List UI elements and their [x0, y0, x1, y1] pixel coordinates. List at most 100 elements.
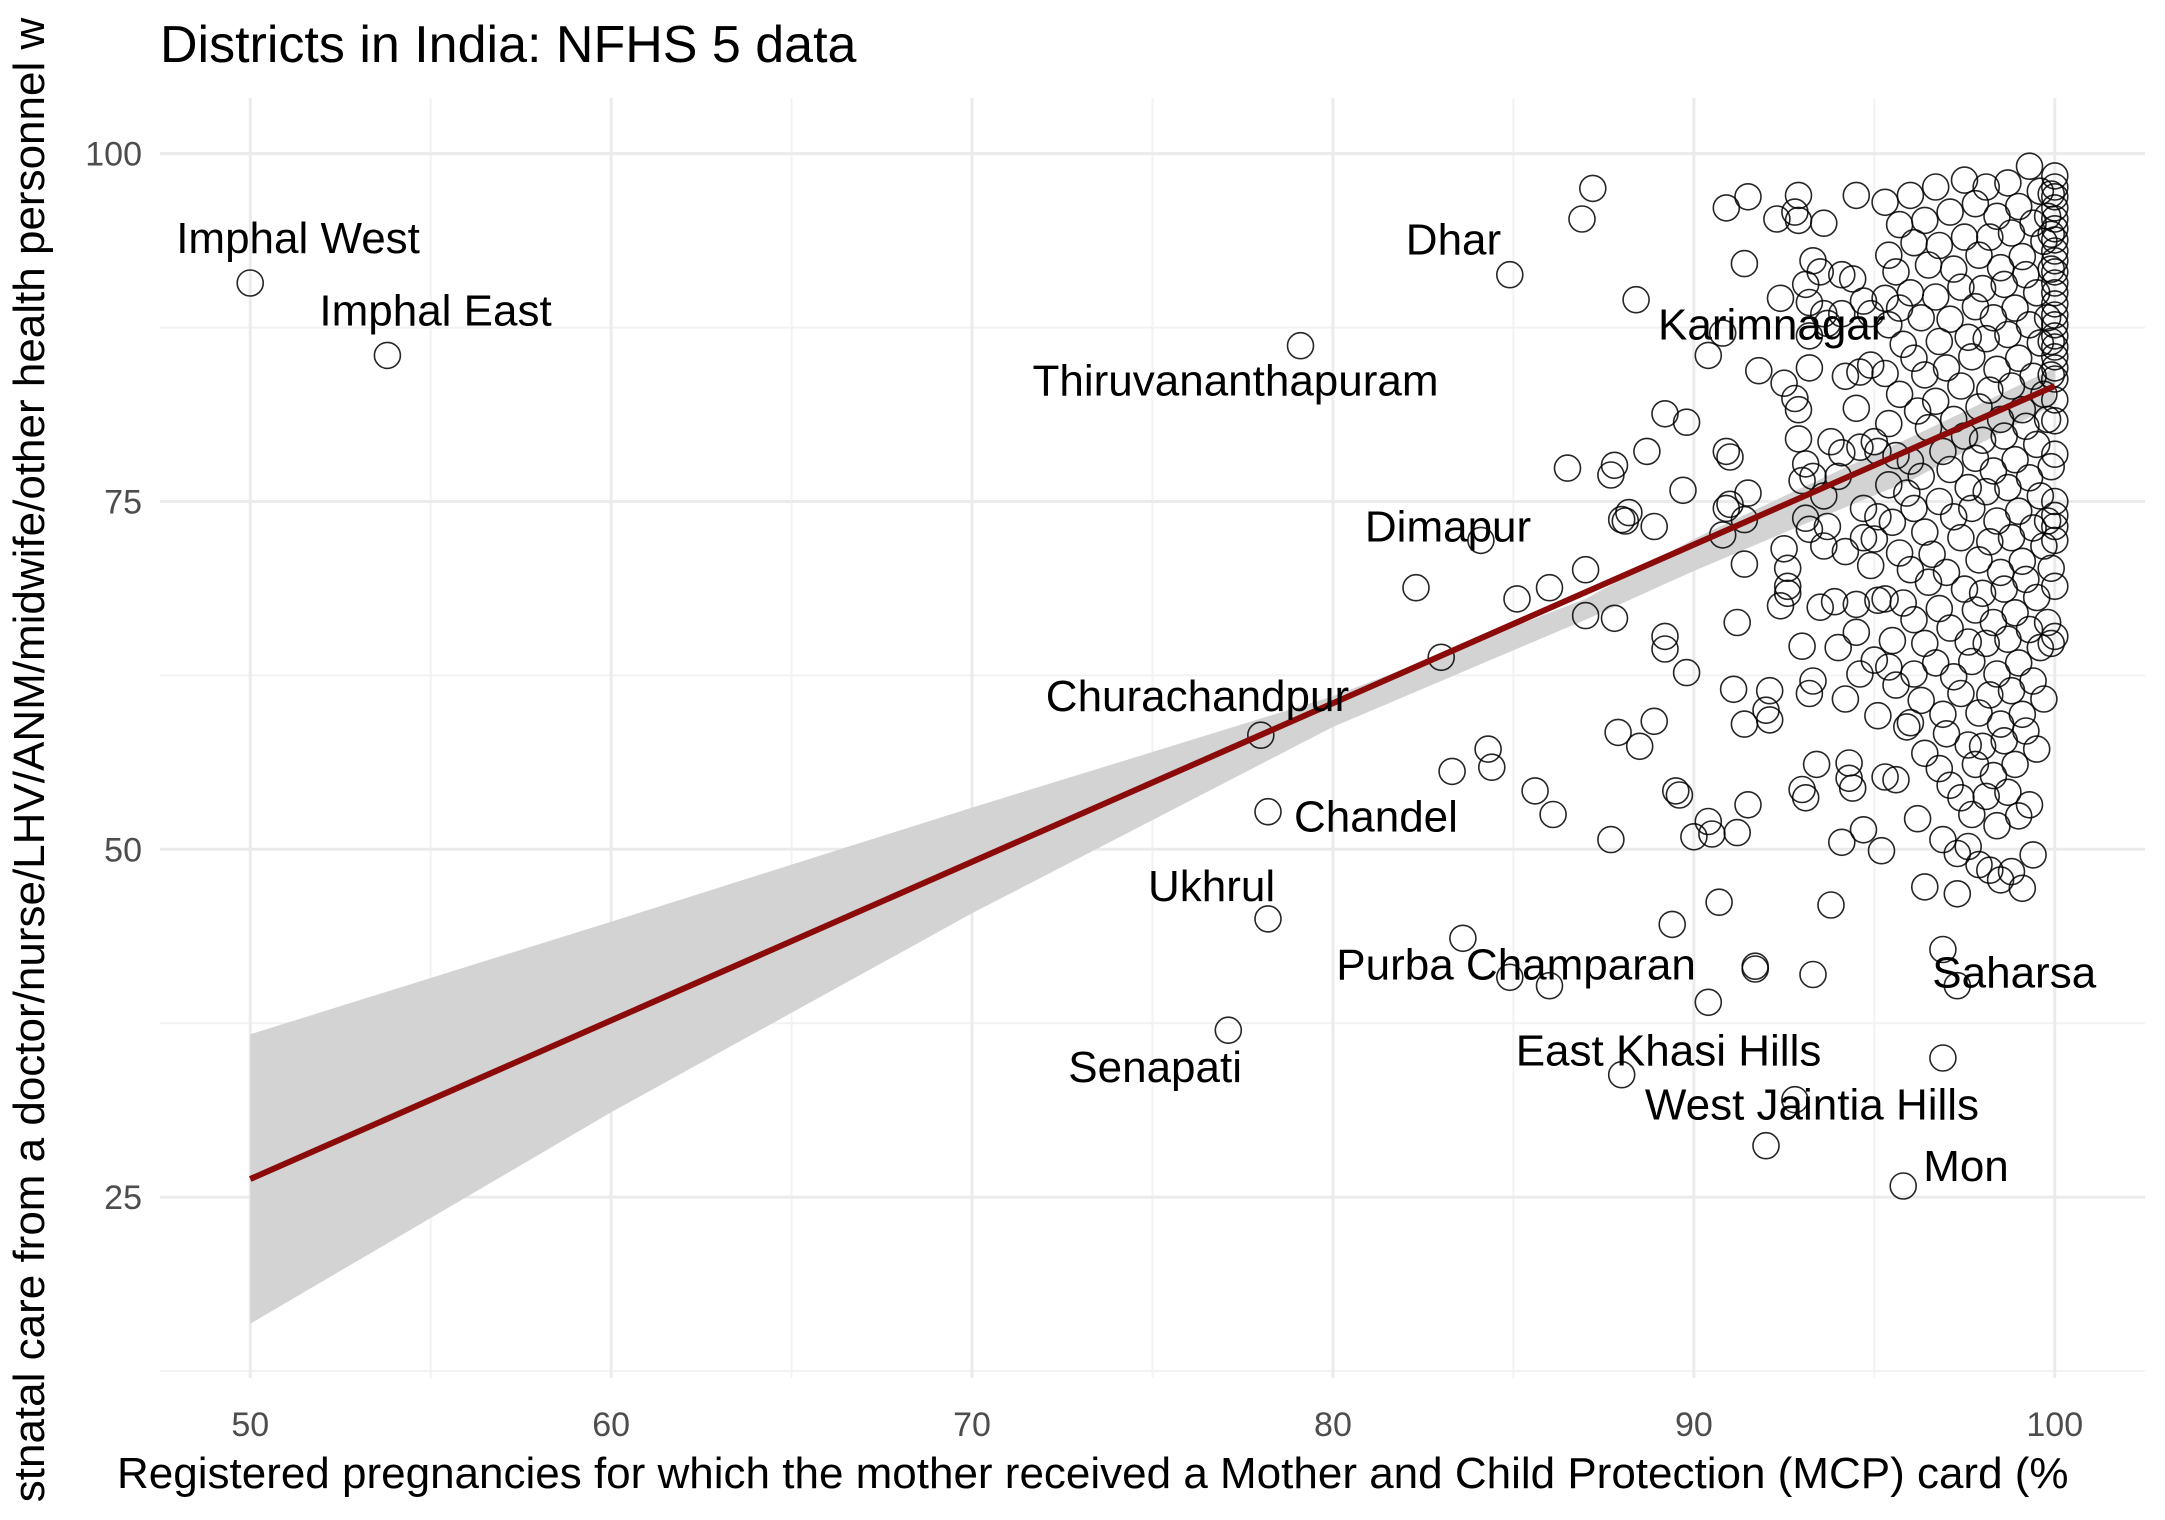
data-point	[1813, 512, 1842, 541]
data-point	[1929, 935, 1957, 964]
data-point	[2041, 501, 2069, 530]
data-point	[1986, 866, 2015, 894]
data-point	[2037, 327, 2065, 356]
district-label: Thiruvananthapuram	[1033, 357, 1439, 406]
data-point	[2019, 209, 2047, 237]
data-point	[2033, 608, 2062, 637]
data-point	[2015, 615, 2044, 644]
data-point	[2012, 412, 2040, 441]
data-point	[1911, 361, 1939, 389]
data-point	[1889, 330, 1917, 359]
data-point	[2004, 192, 2033, 221]
data-point	[1723, 818, 1751, 847]
data-point	[1900, 605, 1928, 634]
data-point	[1795, 288, 1824, 317]
data-point	[2041, 226, 2069, 254]
data-point	[1286, 331, 1315, 360]
district-label: Chandel	[1294, 793, 1458, 842]
data-point	[2041, 215, 2069, 243]
data-point	[1694, 807, 1723, 836]
data-point	[1986, 558, 2015, 587]
data-point	[1828, 260, 1856, 289]
data-point	[1600, 451, 1629, 480]
fit-line	[249, 383, 2056, 1182]
data-point	[1694, 988, 1723, 1017]
data-point	[2030, 685, 2058, 713]
data-point	[2019, 514, 2047, 542]
district-label: Senapati	[1068, 1043, 1242, 1092]
data-point	[1864, 701, 1892, 730]
district-label: Imphal East	[319, 286, 551, 335]
data-point	[1672, 658, 1701, 687]
data-point	[2041, 301, 2069, 329]
data-point	[2026, 633, 2055, 662]
y-tick-label: 100	[85, 136, 142, 174]
data-point	[1867, 836, 1896, 865]
data-point	[2041, 342, 2069, 371]
data-point	[1791, 504, 1820, 533]
data-point	[1947, 273, 1975, 302]
district-label: East Khasi Hills	[1516, 1027, 1822, 1076]
data-point	[1878, 508, 1907, 537]
data-point	[1788, 466, 1816, 495]
data-point	[2012, 717, 2040, 745]
data-point	[2037, 220, 2065, 249]
data-point	[2037, 629, 2065, 658]
data-point	[1745, 356, 1773, 385]
data-point	[1976, 376, 2004, 405]
data-point	[1730, 550, 1759, 578]
data-point	[1932, 558, 1961, 587]
data-point	[1773, 579, 1802, 608]
data-point	[2019, 841, 2047, 869]
y-axis-title: stnatal care from a doctor/nurse/LHV/ANM…	[5, 18, 54, 1503]
data-point	[1943, 971, 1972, 1000]
data-point	[1478, 753, 1506, 782]
data-point	[1954, 832, 1982, 861]
data-point	[1842, 590, 1871, 619]
data-point	[1936, 455, 1964, 484]
data-point	[1817, 891, 1845, 919]
data-point	[1535, 971, 1564, 1000]
data-point	[1860, 525, 1889, 553]
data-point	[1939, 255, 1968, 283]
district-label: Karimnagar	[1658, 300, 1885, 349]
data-point	[1730, 249, 1759, 278]
x-tick-label: 70	[953, 1406, 991, 1444]
data-point	[1950, 575, 1979, 603]
x-tick-label: 50	[231, 1406, 269, 1444]
data-point	[1604, 718, 1632, 747]
data-point	[2001, 750, 2029, 779]
data-point	[1835, 749, 1863, 777]
district-label: West Jaintia Hills	[1645, 1081, 1979, 1130]
data-point	[1947, 523, 1975, 552]
data-point	[1885, 539, 1914, 567]
data-point	[1723, 608, 1751, 637]
data-point	[1806, 593, 1834, 622]
data-point	[1535, 573, 1564, 602]
data-point	[1539, 800, 1567, 829]
data-point	[1860, 646, 1889, 674]
data-point	[1752, 1131, 1780, 1160]
data-point	[2041, 194, 2069, 222]
data-point	[1716, 443, 1744, 471]
data-point	[1994, 778, 2022, 807]
data-point	[1712, 194, 1741, 222]
data-point	[2041, 365, 2069, 393]
data-point	[1579, 174, 1607, 203]
data-point	[1842, 394, 1871, 423]
data-point	[1925, 327, 1954, 356]
data-point	[2008, 547, 2037, 576]
data-point	[1871, 585, 1899, 613]
data-point	[1939, 502, 1968, 531]
data-point	[1954, 628, 1982, 656]
data-point	[1849, 815, 1878, 844]
data-point	[2037, 452, 2065, 481]
data-point	[2033, 507, 2062, 535]
data-point	[1864, 502, 1892, 531]
data-point	[1958, 800, 1986, 829]
data-point	[2037, 180, 2065, 208]
data-point	[1831, 362, 1860, 391]
data-point	[1896, 181, 1925, 210]
data-point	[2004, 344, 2033, 373]
data-point	[1842, 181, 1871, 210]
